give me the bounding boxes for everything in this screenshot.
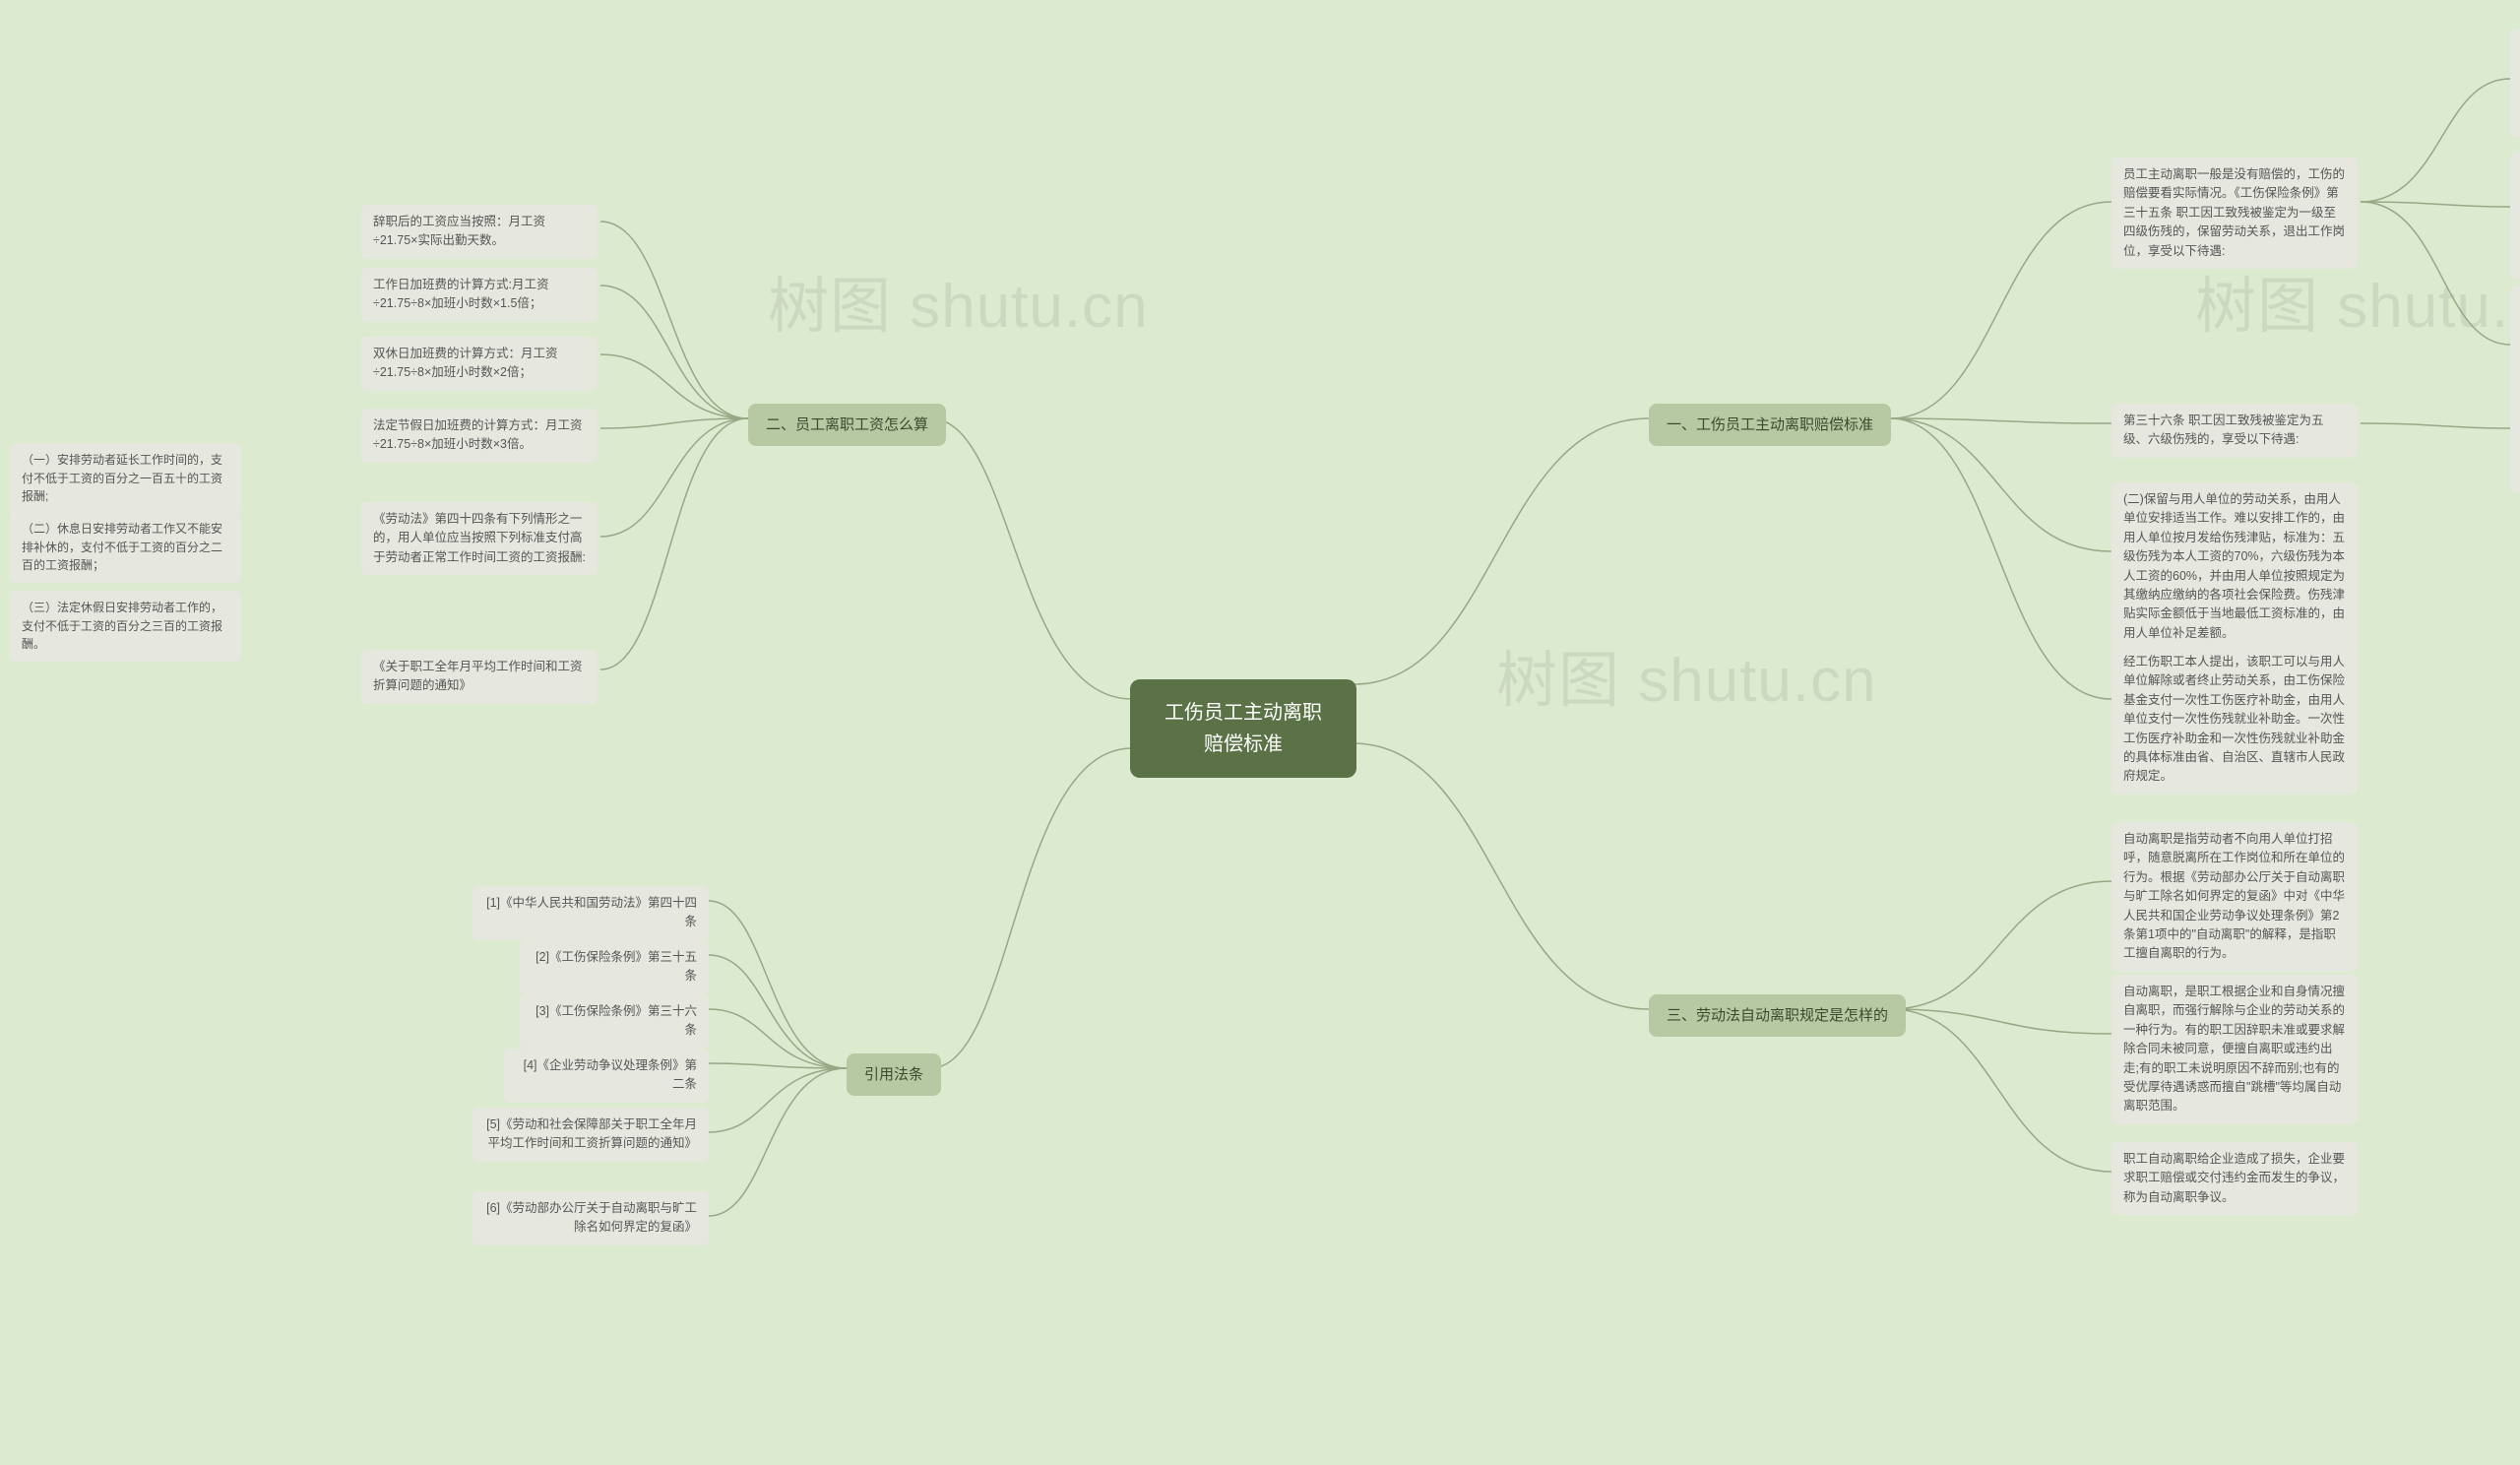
leaf-b2c2: 工作日加班费的计算方式:月工资÷21.75÷8×加班小时数×1.5倍； (361, 268, 598, 322)
leaf-b1c3: (二)保留与用人单位的劳动关系，由用人单位安排适当工作。难以安排工作的，由用人单… (2111, 482, 2358, 651)
branch-4: 引用法条 (847, 1053, 941, 1096)
mindmap-center: 工伤员工主动离职赔偿标准 (1130, 679, 1356, 778)
leaf-b4c6: [6]《劳动部办公厅关于自动离职与旷工除名如何界定的复函》 (472, 1191, 709, 1245)
leaf-b2c5c: （三）法定休假日安排劳动者工作的，支付不低于工资的百分之三百的工资报酬。 (10, 591, 241, 662)
watermark: 树图 shutu.cn (768, 256, 1149, 345)
leaf-b4c5: [5]《劳动和社会保障部关于职工全年月平均工作时间和工资折算问题的通知》 (472, 1108, 709, 1162)
leaf-b2c4: 法定节假日加班费的计算方式：月工资÷21.75÷8×加班小时数×3倍。 (361, 409, 598, 463)
watermark: 树图 shutu.cn (2195, 256, 2520, 345)
leaf-b2c5a: （一）安排劳动者延长工作时间的，支付不低于工资的百分之一百五十的工资报酬; (10, 443, 241, 514)
leaf-b1c1a: (一)从工伤保险基金按伤残等级支付一次性伤残补助金，标准为：一级伤残为27个月的… (2510, 30, 2520, 137)
leaf-b4c4: [4]《企业劳动争议处理条例》第二条 (504, 1049, 709, 1103)
leaf-b3c1: 自动离职是指劳动者不向用人单位打招呼，随意脱离所在工作岗位和所在单位的行为。根据… (2111, 822, 2358, 972)
leaf-b3c3: 职工自动离职给企业造成了损失，企业要求职工赔偿或交付违约金而发生的争议，称为自动… (2111, 1142, 2358, 1215)
leaf-b1c2a: (一)从工伤保险基金按伤残等级支付一次性伤残补助金，标准为：五级伤残为18个月的… (2510, 404, 2520, 492)
branch-1: 一、工伤员工主动离职赔偿标准 (1649, 404, 1891, 446)
leaf-b4c3: [3]《工伤保险条例》第三十六条 (520, 994, 709, 1049)
leaf-b3c2: 自动离职，是职工根据企业和自身情况擅自离职，而强行解除与企业的劳动关系的一种行为… (2111, 975, 2358, 1124)
leaf-b2c1: 辞职后的工资应当按照：月工资÷21.75×实际出勤天数。 (361, 205, 598, 259)
leaf-b4c1: [1]《中华人民共和国劳动法》第四十四条 (472, 886, 709, 940)
watermark: 树图 shutu.cn (1496, 630, 1877, 719)
branch-3: 三、劳动法自动离职规定是怎样的 (1649, 994, 1906, 1037)
leaf-b4c2: [2]《工伤保险条例》第三十五条 (520, 940, 709, 994)
leaf-b1c2: 第三十六条 职工因工致残被鉴定为五级、六级伤残的，享受以下待遇: (2111, 404, 2358, 458)
leaf-b2c6: 《关于职工全年月平均工作时间和工资折算问题的通知》 (361, 650, 598, 704)
leaf-b2c3: 双休日加班费的计算方式：月工资÷21.75÷8×加班小时数×2倍； (361, 337, 598, 391)
leaf-b1c1: 员工主动离职一般是没有赔偿的，工伤的赔偿要看实际情况。《工伤保险条例》第三十五条… (2111, 158, 2358, 269)
leaf-b1c4: 经工伤职工本人提出，该职工可以与用人单位解除或者终止劳动关系，由工伤保险基金支付… (2111, 645, 2358, 795)
leaf-b2c5: 《劳动法》第四十四条有下列情形之一的，用人单位应当按照下列标准支付高于劳动者正常… (361, 502, 598, 575)
leaf-b1c1b: (二)从工伤保险基金按月支付伤残津贴，标准为：一级伤残为本人工资的90%，二级伤… (2510, 153, 2520, 279)
branch-2: 二、员工离职工资怎么算 (748, 404, 946, 446)
leaf-b2c5b: （二）休息日安排劳动者工作又不能安排补休的，支付不低于工资的百分之二百的工资报酬… (10, 512, 241, 583)
